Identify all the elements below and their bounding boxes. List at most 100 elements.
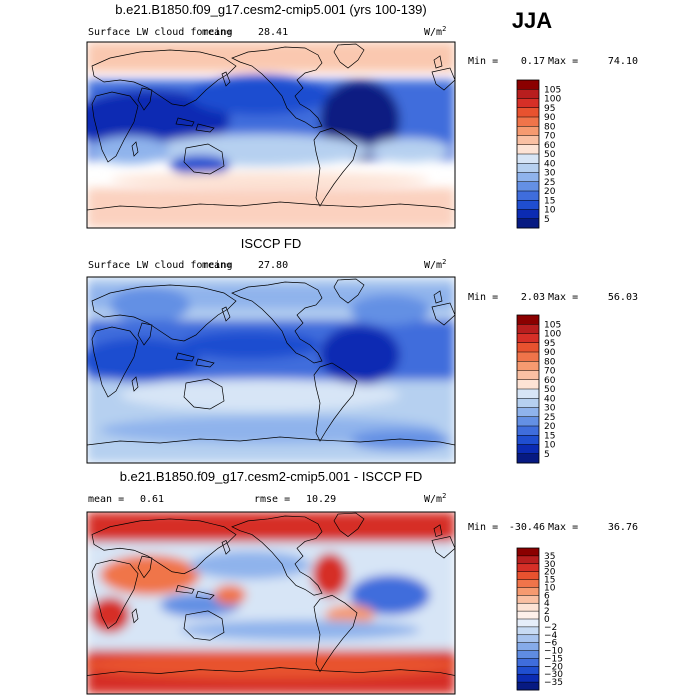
colorbar-segment	[517, 163, 539, 173]
map-frame	[86, 41, 456, 229]
colorbar-tick-label: 25	[544, 178, 555, 188]
colorbar-tick-label: 40	[544, 394, 556, 404]
rmse-label: rmse =	[254, 494, 290, 505]
colorbar-tick-label: 15	[544, 431, 555, 441]
colorbar-segment	[517, 416, 539, 427]
colorbar-tick-label: 35	[544, 552, 555, 562]
colorbar-segment	[517, 626, 539, 636]
mean-label: mean =	[88, 494, 124, 505]
colorbar-segment	[517, 563, 539, 573]
colorbar-tick-label: 105	[544, 85, 561, 95]
colorbar-segment	[517, 370, 539, 381]
colorbar-segment	[517, 352, 539, 362]
colorbar-segment	[517, 379, 539, 390]
map-field	[87, 277, 455, 463]
colorbar-tick-label: 95	[544, 339, 555, 349]
colorbar-segment	[517, 642, 539, 651]
colorbar-segment	[517, 126, 539, 136]
colorbar-tick-label: 100	[544, 330, 561, 340]
colorbar-tick-label: 30	[544, 560, 556, 570]
map-field-shapes	[87, 512, 455, 694]
colorbar-tick-label: 40	[544, 159, 556, 169]
colorbar-tick-label: 10	[544, 206, 556, 216]
colorbar-tick-label: −30	[544, 670, 563, 680]
colorbar-tick-label: 60	[544, 376, 556, 386]
max-label: Max =	[548, 292, 578, 303]
colorbar-tick-label: 2	[544, 607, 550, 617]
colorbar-tick-label: 50	[544, 385, 556, 395]
colorbar-tick-label: 20	[544, 568, 556, 578]
colorbar-segment	[517, 218, 539, 229]
colorbar-segment	[517, 89, 539, 99]
colorbar-segment	[517, 398, 539, 408]
max-label: Max =	[548, 522, 578, 533]
colorbar-segment	[517, 144, 539, 155]
colorbar-segment	[517, 361, 539, 371]
max-label: Max =	[548, 56, 578, 67]
min-label: Min =	[468, 292, 498, 303]
colorbar-segment	[517, 107, 539, 118]
map-frame	[86, 511, 456, 695]
colorbar-segment	[517, 658, 539, 667]
panel-title: b.e21.B1850.f09_g17.cesm2-cmip5.001 - IS…	[120, 469, 423, 484]
colorbar-tick-label: 4	[544, 599, 550, 609]
colorbar-tick-label: 90	[544, 113, 556, 123]
max-value: 74.10	[608, 56, 638, 67]
colorbar-tick-label: 105	[544, 320, 561, 330]
colorbar-tick-label: 80	[544, 122, 556, 132]
colorbar-tick-label: 90	[544, 348, 556, 358]
colorbar-tick-label: 95	[544, 104, 555, 114]
colorbar-segment	[517, 181, 539, 192]
map-colorfield	[87, 512, 455, 694]
colorbar-tick-label: 30	[544, 169, 556, 179]
panel-title: ISCCP FD	[241, 236, 301, 251]
colorbar-segment	[517, 587, 539, 596]
map-frame	[86, 276, 456, 464]
units-label: W/m2	[424, 492, 446, 505]
units-label: W/m2	[424, 25, 446, 38]
mean-value: 0.61	[140, 494, 164, 505]
colorbar-segment	[517, 682, 539, 691]
max-value: 56.03	[608, 292, 638, 303]
min-value: -30.46	[509, 522, 545, 533]
colorbar-tick-label: −15	[544, 654, 563, 664]
rmse-value: 10.29	[306, 494, 336, 505]
colorbar-tick-label: 5	[544, 450, 550, 460]
colorbar-tick-label: 10	[544, 441, 556, 451]
colorbar-tick-label: 80	[544, 357, 556, 367]
mean-label: mean=	[202, 27, 232, 38]
colorbar-tick-label: −10	[544, 647, 563, 657]
colorbar-segment	[517, 603, 539, 612]
min-value: 0.17	[521, 56, 545, 67]
colorbar-segment	[517, 634, 539, 644]
min-value: 2.03	[521, 292, 545, 303]
map-panel-1: b.e21.B1850.f09_g17.cesm2-cmip5.001 (yrs…	[86, 2, 638, 229]
units-label: W/m2	[424, 258, 446, 271]
colorbar-tick-label: 70	[544, 367, 556, 377]
colorbar-segment	[517, 191, 539, 201]
colorbar-segment	[517, 426, 539, 436]
colorbar-tick-label: 5	[544, 215, 550, 225]
colorbar-tick-label: −35	[544, 678, 563, 688]
map-field-shapes	[87, 42, 455, 228]
max-value: 36.76	[608, 522, 638, 533]
colorbar-tick-label: 70	[544, 132, 556, 142]
colorbar-segment	[517, 555, 539, 565]
colorbar-segment	[517, 154, 539, 164]
colorbar-tick-label: 6	[544, 591, 550, 601]
colorbar-segment	[517, 342, 539, 353]
colorbar-segment	[517, 453, 539, 464]
panel-title: b.e21.B1850.f09_g17.cesm2-cmip5.001 (yrs…	[115, 2, 426, 17]
colorbar-segment	[517, 571, 539, 580]
colorbar-segment	[517, 98, 539, 109]
colorbar-segment	[517, 209, 539, 220]
colorbar-segment	[517, 595, 539, 604]
colorbar-tick-label: 15	[544, 196, 555, 206]
colorbar-tick-label: 50	[544, 150, 556, 160]
colorbar-segment	[517, 435, 539, 445]
colorbar-tick-label: 100	[544, 95, 561, 105]
colorbar-tick-label: −2	[544, 623, 557, 633]
colorbar-tick-label: −20	[544, 662, 563, 672]
